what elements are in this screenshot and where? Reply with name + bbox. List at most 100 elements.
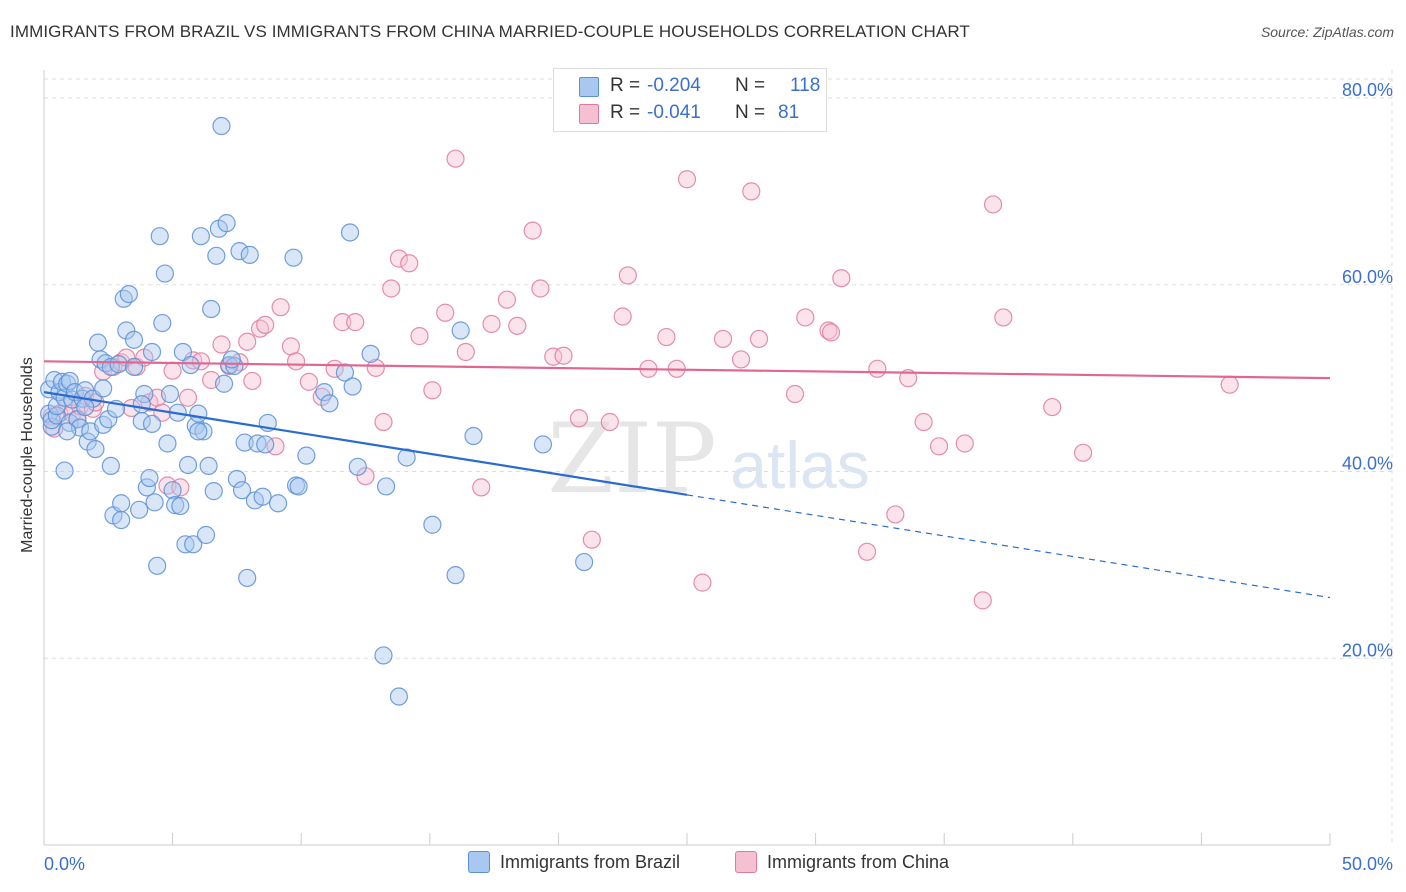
brazil-point <box>207 246 226 265</box>
china-point <box>554 346 573 365</box>
brazil-point <box>464 426 483 446</box>
brazil-point <box>212 116 231 136</box>
china-point <box>508 316 527 335</box>
china-point <box>1073 443 1093 462</box>
brazil-point <box>176 535 195 554</box>
brazil-point <box>76 397 95 417</box>
brazil-point <box>533 435 553 454</box>
brazil-point <box>145 493 164 512</box>
brazil-point <box>112 510 131 530</box>
brazil-point <box>230 242 249 261</box>
brazil-point <box>389 687 409 706</box>
china-point <box>600 412 619 432</box>
brazil-point <box>446 566 465 585</box>
brazil-point <box>199 456 218 476</box>
china-point <box>238 332 257 351</box>
china-point <box>446 149 465 168</box>
brazil-point <box>214 374 234 393</box>
china-point <box>1043 397 1062 417</box>
legend-n-value-brazil: 118 <box>790 75 821 96</box>
grid-layer <box>44 70 1393 845</box>
china-point <box>731 350 751 369</box>
legend-n-value-china: 81 <box>778 102 800 123</box>
legend-r-value-china: -0.041 <box>647 102 701 123</box>
brazil-points <box>40 116 594 706</box>
china-point <box>178 388 198 407</box>
china-point <box>657 327 676 347</box>
brazil-point <box>196 525 216 545</box>
source-credit: Source: ZipAtlas.com <box>1260 24 1394 40</box>
y-axis-label: Married-couple Households <box>19 357 36 553</box>
china-point <box>531 279 550 298</box>
brazil-point <box>235 433 254 452</box>
brazil-point <box>335 363 355 382</box>
china-point <box>346 313 365 332</box>
china-point <box>400 254 419 273</box>
china-point <box>994 308 1013 327</box>
brazil-point <box>184 535 203 554</box>
china-point <box>983 195 1003 214</box>
brazil-point <box>86 439 105 459</box>
correlation-legend: R = -0.204 N = 118 R = -0.041 N = 81 <box>553 68 827 132</box>
brazil-point <box>101 456 120 476</box>
china-point <box>243 371 262 391</box>
brazil-point <box>160 384 180 404</box>
watermark: ZIP atlas <box>547 403 869 515</box>
brazil-point <box>238 568 257 588</box>
brazil-point <box>112 494 131 513</box>
china-point <box>955 434 974 453</box>
china-point <box>299 372 319 391</box>
x-tick-label: 50.0% <box>1342 854 1393 874</box>
brazil-point <box>124 357 144 377</box>
china-point <box>742 182 761 201</box>
brazil-point <box>256 435 275 454</box>
china-point <box>613 307 632 326</box>
legend-swatch-brazil <box>579 77 599 97</box>
brazil-point <box>181 355 200 375</box>
brazil-trend-line <box>43 391 688 496</box>
china-point <box>973 591 992 610</box>
brazil-point <box>189 404 208 423</box>
china-point <box>482 314 501 334</box>
brazil-point <box>451 321 470 340</box>
legend-r-value-brazil: -0.204 <box>647 75 701 96</box>
china-trend-line <box>43 360 1331 380</box>
brazil-point <box>178 455 198 475</box>
brazil-point <box>88 333 108 352</box>
china-point <box>382 279 401 298</box>
brazil-point <box>94 415 113 434</box>
china-point <box>899 369 918 388</box>
china-point <box>410 327 429 346</box>
china-point <box>286 352 306 371</box>
china-point <box>582 530 601 549</box>
brazil-point <box>340 223 360 242</box>
brazil-point <box>204 482 223 501</box>
y-tick-label: 20.0% <box>1342 640 1393 660</box>
chart-title: IMMIGRANTS FROM BRAZIL VS IMMIGRANTS FRO… <box>10 22 970 41</box>
legend-swatch-china <box>579 104 599 124</box>
brazil-point <box>124 330 144 349</box>
china-point <box>271 298 290 317</box>
brazil-point <box>297 446 316 465</box>
china-point <box>868 359 887 378</box>
brazil-point <box>315 383 334 402</box>
china-point <box>886 505 905 524</box>
bottom-legend-swatch-brazil <box>468 851 490 873</box>
brazil-point <box>60 371 79 391</box>
brazil-point <box>423 515 442 534</box>
china-point <box>1220 375 1239 394</box>
brazil-point <box>253 487 272 506</box>
brazil-point <box>130 500 149 519</box>
bottom-legend-label-brazil: Immigrants from Brazil <box>500 852 681 872</box>
bottom-legend-swatch-china <box>735 851 757 873</box>
brazil-point <box>248 434 267 453</box>
brazil-point <box>374 646 393 665</box>
brazil-point <box>202 299 221 319</box>
china-point <box>618 266 637 285</box>
china-point <box>366 358 385 377</box>
brazil-point <box>148 556 167 575</box>
china-point <box>785 384 805 404</box>
brazil-point <box>227 469 246 489</box>
legend-n-label-china: N = <box>735 102 766 123</box>
